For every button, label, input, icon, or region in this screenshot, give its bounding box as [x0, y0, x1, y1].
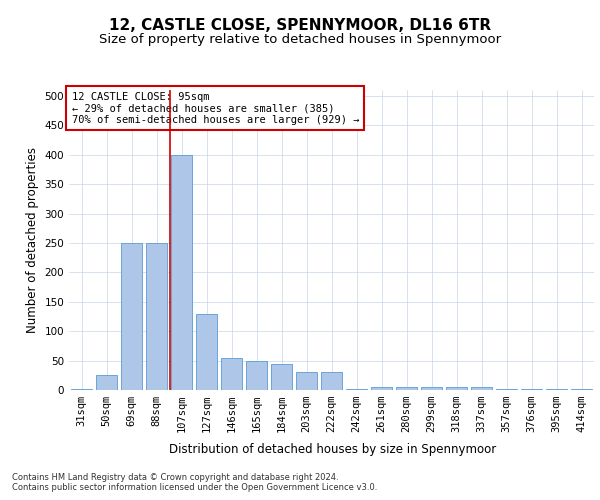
Y-axis label: Number of detached properties: Number of detached properties [26, 147, 39, 333]
Bar [96, 376, 117, 390]
Bar [171, 154, 192, 390]
Text: Contains public sector information licensed under the Open Government Licence v3: Contains public sector information licen… [12, 484, 377, 492]
Bar [321, 372, 342, 390]
Bar [71, 389, 92, 390]
Text: 12 CASTLE CLOSE: 95sqm
← 29% of detached houses are smaller (385)
70% of semi-de: 12 CASTLE CLOSE: 95sqm ← 29% of detached… [71, 92, 359, 124]
Bar [196, 314, 217, 390]
Bar [421, 387, 442, 390]
Bar [296, 372, 317, 390]
Bar [271, 364, 292, 390]
Bar [471, 387, 492, 390]
Bar [396, 387, 417, 390]
Bar [571, 389, 592, 390]
Bar [221, 358, 242, 390]
Text: Size of property relative to detached houses in Spennymoor: Size of property relative to detached ho… [99, 32, 501, 46]
Bar [146, 243, 167, 390]
Text: Distribution of detached houses by size in Spennymoor: Distribution of detached houses by size … [169, 442, 497, 456]
Text: 12, CASTLE CLOSE, SPENNYMOOR, DL16 6TR: 12, CASTLE CLOSE, SPENNYMOOR, DL16 6TR [109, 18, 491, 32]
Bar [246, 360, 267, 390]
Bar [446, 387, 467, 390]
Bar [521, 389, 542, 390]
Bar [371, 387, 392, 390]
Bar [121, 243, 142, 390]
Text: Contains HM Land Registry data © Crown copyright and database right 2024.: Contains HM Land Registry data © Crown c… [12, 472, 338, 482]
